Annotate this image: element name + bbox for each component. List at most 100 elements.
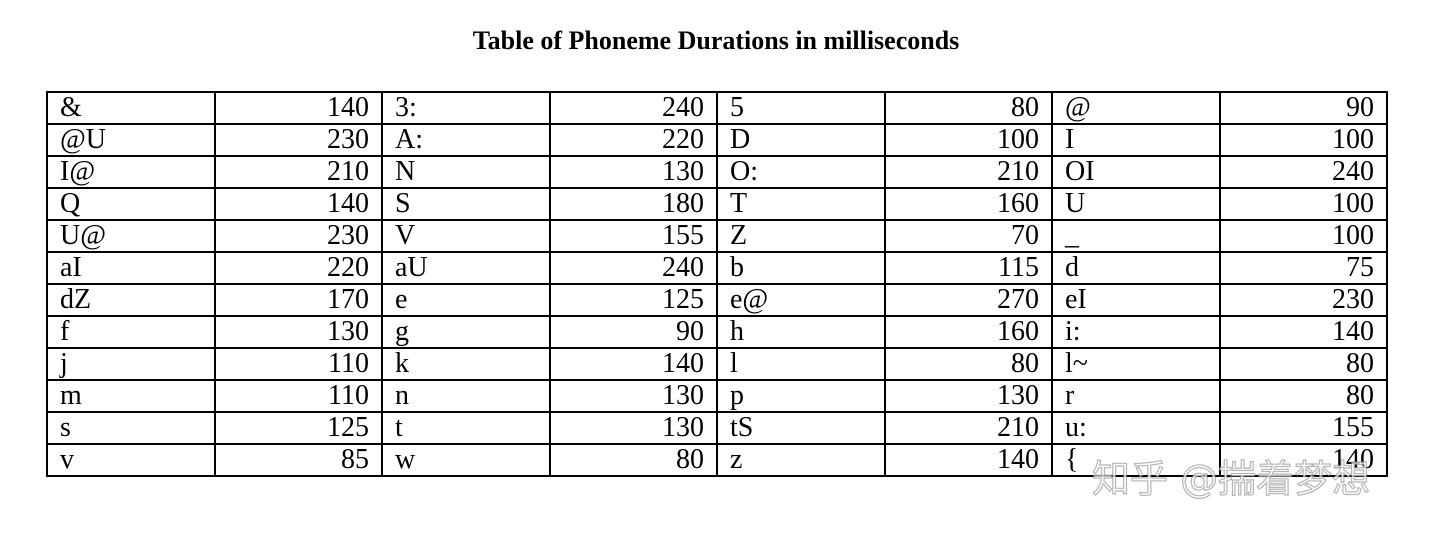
table-row: U@ 230 V 155 Z 70 _ 100 [46,219,1388,253]
duration-cell: 80 [1218,347,1388,381]
phoneme-cell: { [1051,443,1221,477]
duration-cell: 80 [883,347,1053,381]
duration-cell: 140 [548,347,718,381]
phoneme-cell: m [46,379,216,413]
phoneme-cell: g [381,315,551,349]
phoneme-cell: l [716,347,886,381]
table-row: dZ 170 e 125 e@ 270 eI 230 [46,283,1388,317]
duration-cell: 100 [1218,123,1388,157]
phoneme-cell: V [381,219,551,253]
phoneme-cell: dZ [46,283,216,317]
table-row: aI 220 aU 240 b 115 d 75 [46,251,1388,285]
phoneme-cell: N [381,155,551,189]
phoneme-cell: I@ [46,155,216,189]
duration-cell: 155 [1218,411,1388,445]
duration-cell: 140 [213,187,383,221]
phoneme-cell: Q [46,187,216,221]
phoneme-cell: _ [1051,219,1221,253]
phoneme-cell: S [381,187,551,221]
duration-cell: 210 [883,411,1053,445]
duration-cell: 240 [1218,155,1388,189]
phoneme-cell: A: [381,123,551,157]
table-row: I@ 210 N 130 O: 210 OI 240 [46,155,1388,189]
phoneme-cell: i: [1051,315,1221,349]
duration-cell: 70 [883,219,1053,253]
duration-cell: 210 [213,155,383,189]
phoneme-cell: n [381,379,551,413]
phoneme-cell: p [716,379,886,413]
page-title: Table of Phoneme Durations in millisecon… [472,26,960,55]
table-row: m 110 n 130 p 130 r 80 [46,379,1388,413]
phoneme-cell: aU [381,251,551,285]
phoneme-cell: s [46,411,216,445]
duration-cell: 240 [548,251,718,285]
duration-cell: 140 [1218,315,1388,349]
phoneme-cell: @U [46,123,216,157]
duration-cell: 130 [213,315,383,349]
phoneme-cell: 3: [381,91,551,125]
duration-cell: 220 [213,251,383,285]
duration-cell: 230 [1218,283,1388,317]
duration-cell: 100 [1218,187,1388,221]
duration-cell: 115 [883,251,1053,285]
phoneme-cell: Z [716,219,886,253]
phoneme-cell: O: [716,155,886,189]
phoneme-cell: & [46,91,216,125]
table-body: & 140 3: 240 5 80 @90 @U 230 A: 220 D 100 I 100 I@ 210 N 1… [46,91,1388,477]
duration-cell: 100 [1218,219,1388,253]
duration-cell: 90 [1218,91,1388,125]
duration-cell: 160 [883,187,1053,221]
duration-cell: 230 [213,219,383,253]
phoneme-cell: e [381,283,551,317]
table-row: s 125 t 130 tS 210 u: 155 [46,411,1388,445]
duration-cell: 155 [548,219,718,253]
duration-cell: 180 [548,187,718,221]
phoneme-cell: t [381,411,551,445]
table-row: @U 230 A: 220 D 100 I 100 [46,123,1388,157]
duration-cell: 125 [548,283,718,317]
phoneme-cell: e@ [716,283,886,317]
phoneme-cell: z [716,443,886,477]
phoneme-cell: w [381,443,551,477]
table-row: f 130 g 90 h 160 i: 140 [46,315,1388,349]
table-row: j 110 k 140 l 80 l~ 80 [46,347,1388,381]
duration-cell: 110 [213,379,383,413]
phoneme-cell: v [46,443,216,477]
phoneme-cell: eI [1051,283,1221,317]
phoneme-cell: u: [1051,411,1221,445]
phoneme-cell: h [716,315,886,349]
duration-cell: 130 [548,379,718,413]
duration-cell: 140 [213,91,383,125]
duration-cell: 140 [1218,443,1388,477]
duration-cell: 230 [213,123,383,157]
duration-cell: 220 [548,123,718,157]
duration-cell: 110 [213,347,383,381]
phoneme-cell: @ [1051,91,1221,125]
phoneme-cell: l~ [1051,347,1221,381]
duration-cell: 125 [213,411,383,445]
duration-cell: 90 [548,315,718,349]
duration-cell: 80 [548,443,718,477]
duration-cell: 80 [883,91,1053,125]
phoneme-cell: 5 [716,91,886,125]
duration-cell: 75 [1218,251,1388,285]
duration-cell: 210 [883,155,1053,189]
duration-cell: 100 [883,123,1053,157]
duration-cell: 130 [548,411,718,445]
phoneme-cell: U [1051,187,1221,221]
table-row: & 140 3: 240 5 80 @90 [46,91,1388,125]
phoneme-cell: k [381,347,551,381]
duration-cell: 80 [1218,379,1388,413]
duration-cell: 130 [883,379,1053,413]
phoneme-cell: U@ [46,219,216,253]
phoneme-cell: b [716,251,886,285]
phoneme-cell: r [1051,379,1221,413]
phoneme-cell: tS [716,411,886,445]
duration-cell: 270 [883,283,1053,317]
table-row: Q 140 S 180 T 160 U 100 [46,187,1388,221]
duration-cell: 160 [883,315,1053,349]
duration-cell: 170 [213,283,383,317]
phoneme-cell: f [46,315,216,349]
table-row: v 85 w 80 z 140{140 [46,443,1388,477]
duration-cell: 240 [548,91,718,125]
